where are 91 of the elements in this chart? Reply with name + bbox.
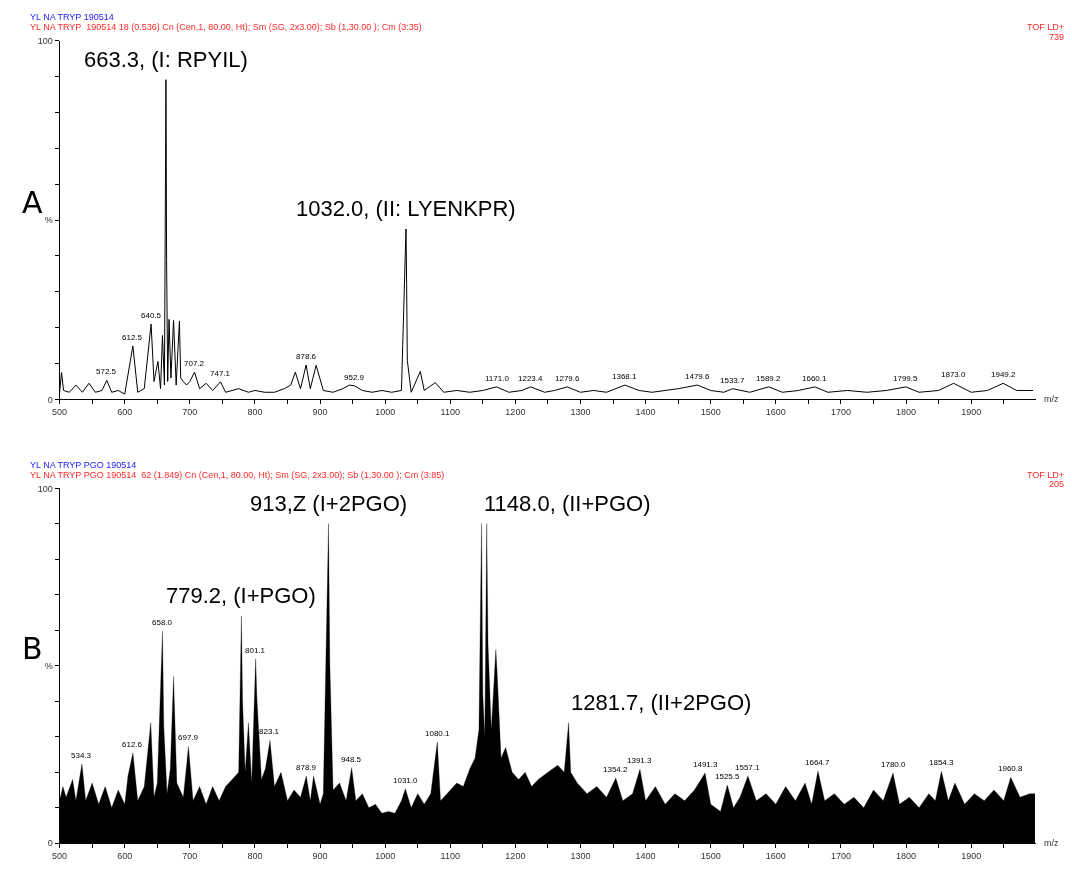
annotation: 572.5	[96, 367, 117, 376]
x-tick-label: 1000	[375, 407, 396, 418]
text: A	[22, 185, 43, 220]
x-tick-label: 1700	[830, 851, 851, 862]
y-tick-label: 0	[47, 394, 53, 405]
x-tick-label: 1100	[440, 851, 460, 862]
annotation: 1281.7, (II+2PGO)	[571, 690, 752, 715]
annotation: 1031.0	[393, 776, 419, 785]
annotation: 801.1	[245, 646, 266, 655]
x-tick-label: 500	[52, 851, 68, 862]
annotation: 1525.5	[715, 772, 741, 781]
chart-subtitle: YL NA TRYP 190514 18 (0.536) Cn (Cen,1, 80.00, Ht); Sm (SG, 2x3.00); Sb (1,30.00 ); Cm (3:35)	[30, 22, 422, 32]
annotation: 823.1	[259, 727, 280, 736]
x-tick-label: 700	[182, 407, 198, 418]
x-tick-label: 800	[247, 407, 263, 418]
annotation: 1854.3	[929, 758, 955, 767]
text: B	[22, 631, 43, 666]
annotation: 1780.0	[881, 760, 907, 769]
annotation: 612.6	[122, 740, 143, 749]
y-tick-label: 100	[37, 483, 53, 494]
annotation: 1491.3	[693, 760, 719, 769]
annotation: 1589.2	[756, 374, 782, 383]
x-tick-label: 1300	[570, 407, 591, 418]
x-tick-label: 1800	[896, 407, 917, 418]
annotation: 952.9	[344, 373, 365, 382]
annotation: 663.3, (I: RPYIL)	[84, 47, 248, 72]
annotation: 1664.7	[805, 758, 831, 767]
x-tick-label: 1700	[830, 407, 851, 418]
annotation: 658.0	[152, 618, 173, 627]
y-tick-label: 100	[37, 35, 53, 46]
x-tick-label: 1500	[700, 851, 721, 862]
annotation: 1479.6	[685, 372, 711, 381]
annotation: 1960.8	[998, 764, 1024, 773]
annotation: 1032.0, (II: LYENKPR)	[296, 196, 516, 221]
text: TOF LD+	[1027, 22, 1065, 32]
annotation: 1873.0	[941, 370, 967, 379]
x-tick-label: 1400	[635, 851, 656, 862]
x-axis-title: m/z	[1044, 394, 1059, 404]
annotation: 1660.1	[802, 374, 828, 383]
x-tick-label: 900	[312, 407, 328, 418]
x-tick-label: 900	[312, 851, 328, 862]
annotation: 1279.6	[555, 374, 581, 383]
annotation: 640.5	[141, 311, 162, 320]
x-tick-label: 1100	[440, 407, 460, 418]
x-tick-label: 1300	[570, 851, 591, 862]
chart-title: YL NA TRYP PGO 190514	[30, 460, 137, 470]
text: 739	[1049, 32, 1065, 42]
x-tick-label: 1000	[375, 851, 396, 862]
x-tick-label: 1900	[961, 407, 982, 418]
annotation: 1391.3	[627, 756, 653, 765]
y-tick-label: 0	[47, 838, 53, 849]
x-tick-label: 1200	[505, 407, 526, 418]
x-tick-label: 1500	[700, 407, 721, 418]
y-tick-label: %	[44, 215, 53, 226]
x-tick-label: 1400	[635, 407, 656, 418]
annotation: 697.9	[178, 733, 199, 742]
annotation: 534.3	[71, 751, 92, 760]
x-axis-title: m/z	[1044, 838, 1059, 848]
annotation: 948.5	[341, 755, 362, 764]
annotation: 1799.5	[893, 374, 919, 383]
annotation: 1557.1	[735, 763, 761, 772]
annotation: 913,Z (I+2PGO)	[250, 491, 408, 516]
x-tick-label: 600	[117, 851, 133, 862]
annotation: 707.2	[184, 359, 205, 368]
annotation: 1080.1	[425, 729, 451, 738]
annotation: 779.2, (I+PGO)	[166, 583, 316, 608]
annotation: 1368.1	[612, 372, 638, 381]
x-tick-label: 1900	[961, 851, 982, 862]
annotation: 1223.4	[518, 374, 544, 383]
annotation: 1533.7	[720, 376, 746, 385]
annotation: 612.5	[122, 333, 143, 342]
annotation: 1354.2	[603, 765, 629, 774]
annotation: 1148.0, (II+PGO)	[484, 491, 651, 516]
x-tick-label: 1600	[765, 851, 786, 862]
text: 205	[1049, 479, 1065, 489]
x-tick-label: 700	[182, 851, 198, 862]
x-tick-label: 1600	[765, 407, 786, 418]
x-tick-label: 1200	[505, 851, 526, 862]
y-tick-label: %	[44, 661, 53, 672]
x-tick-label: 800	[247, 851, 263, 862]
x-tick-label: 600	[117, 407, 133, 418]
x-tick-label: 500	[52, 407, 68, 418]
chart-subtitle: YL NA TRYP PGO 190514 62 (1.849) Cn (Cen,1, 80.00, Ht); Sm (SG, 2x3.00); Sb (1,30.00 ); Cm (3:85)	[30, 470, 445, 480]
annotation: 1171.0	[485, 374, 510, 383]
text: TOF LD+	[1027, 470, 1065, 480]
chart-title: YL NA TRYP 190514	[30, 12, 114, 22]
x-tick-label: 1800	[896, 851, 917, 862]
annotation: 1949.2	[991, 370, 1017, 379]
annotation: 878.9	[296, 763, 317, 772]
annotation: 878.6	[296, 352, 317, 361]
annotation: 747.1	[210, 369, 231, 378]
